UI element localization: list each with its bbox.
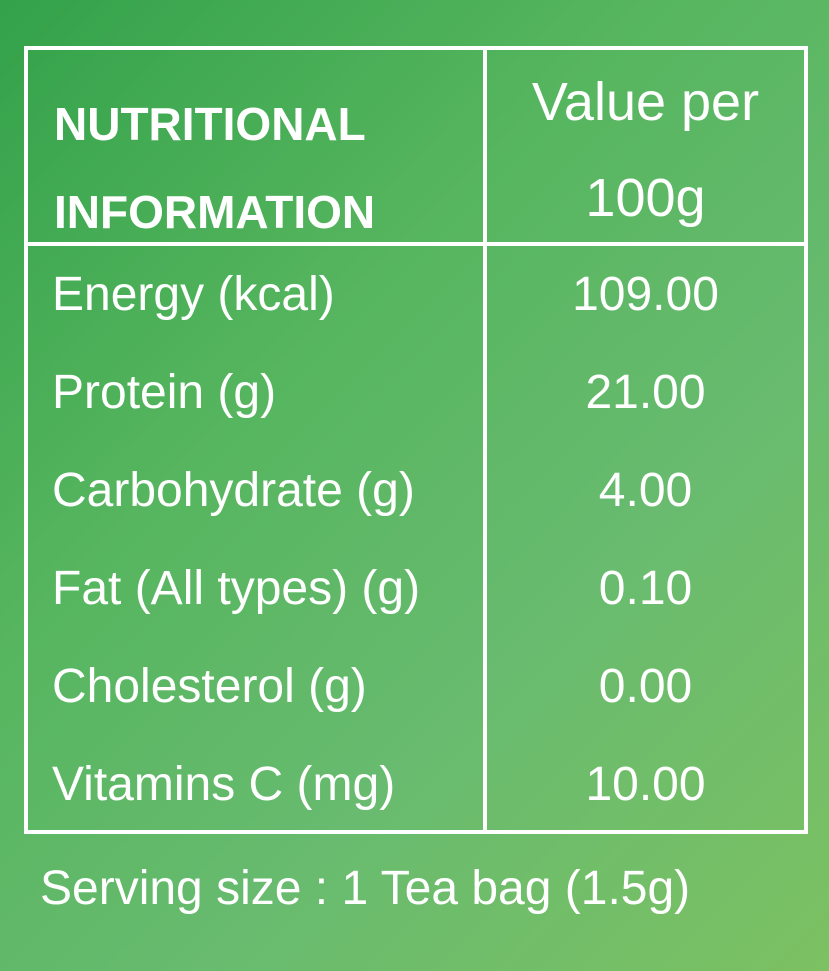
nutrition-table: NUTRITIONAL INFORMATION Value per 100g E… xyxy=(24,46,808,834)
serving-size-note: Serving size : 1 Tea bag (1.5g) xyxy=(40,862,691,915)
nutrient-value: 4.00 xyxy=(598,464,693,517)
column-divider xyxy=(483,50,487,830)
nutrient-value: 0.00 xyxy=(598,660,693,713)
table-row: Carbohydrate (g) 4.00 xyxy=(28,442,804,540)
nutrient-label: Protein (g) xyxy=(52,366,277,419)
table-row: Vitamins C (mg) 10.00 xyxy=(28,736,804,834)
nutrient-value: 21.00 xyxy=(585,366,706,419)
header-100g-label: 100g xyxy=(585,168,706,228)
nutrient-value: 0.10 xyxy=(598,562,693,615)
table-row: Energy (kcal) 109.00 xyxy=(28,246,804,344)
header-nutritional-label: NUTRITIONAL xyxy=(54,98,366,150)
nutrient-label: Vitamins C (mg) xyxy=(52,758,396,811)
nutrient-value: 10.00 xyxy=(585,758,706,811)
nutrient-label: Carbohydrate (g) xyxy=(52,464,415,517)
table-row: Fat (All types) (g) 0.10 xyxy=(28,540,804,638)
table-row: Protein (g) 21.00 xyxy=(28,344,804,442)
table-row: Cholesterol (g) 0.00 xyxy=(28,638,804,736)
nutrient-label: Energy (kcal) xyxy=(52,268,335,321)
nutrient-value: 109.00 xyxy=(572,268,719,321)
nutrient-label: Cholesterol (g) xyxy=(52,660,367,713)
header-divider xyxy=(28,242,804,246)
header-value-per-label: Value per xyxy=(531,72,760,132)
header-information-label: INFORMATION xyxy=(54,186,376,238)
header-nutrient-column: NUTRITIONAL INFORMATION xyxy=(54,80,474,256)
nutrition-rows: Energy (kcal) 109.00 Protein (g) 21.00 C… xyxy=(28,246,804,834)
header-value-column: Value per 100g xyxy=(487,54,804,246)
nutrient-label: Fat (All types) (g) xyxy=(52,562,421,615)
